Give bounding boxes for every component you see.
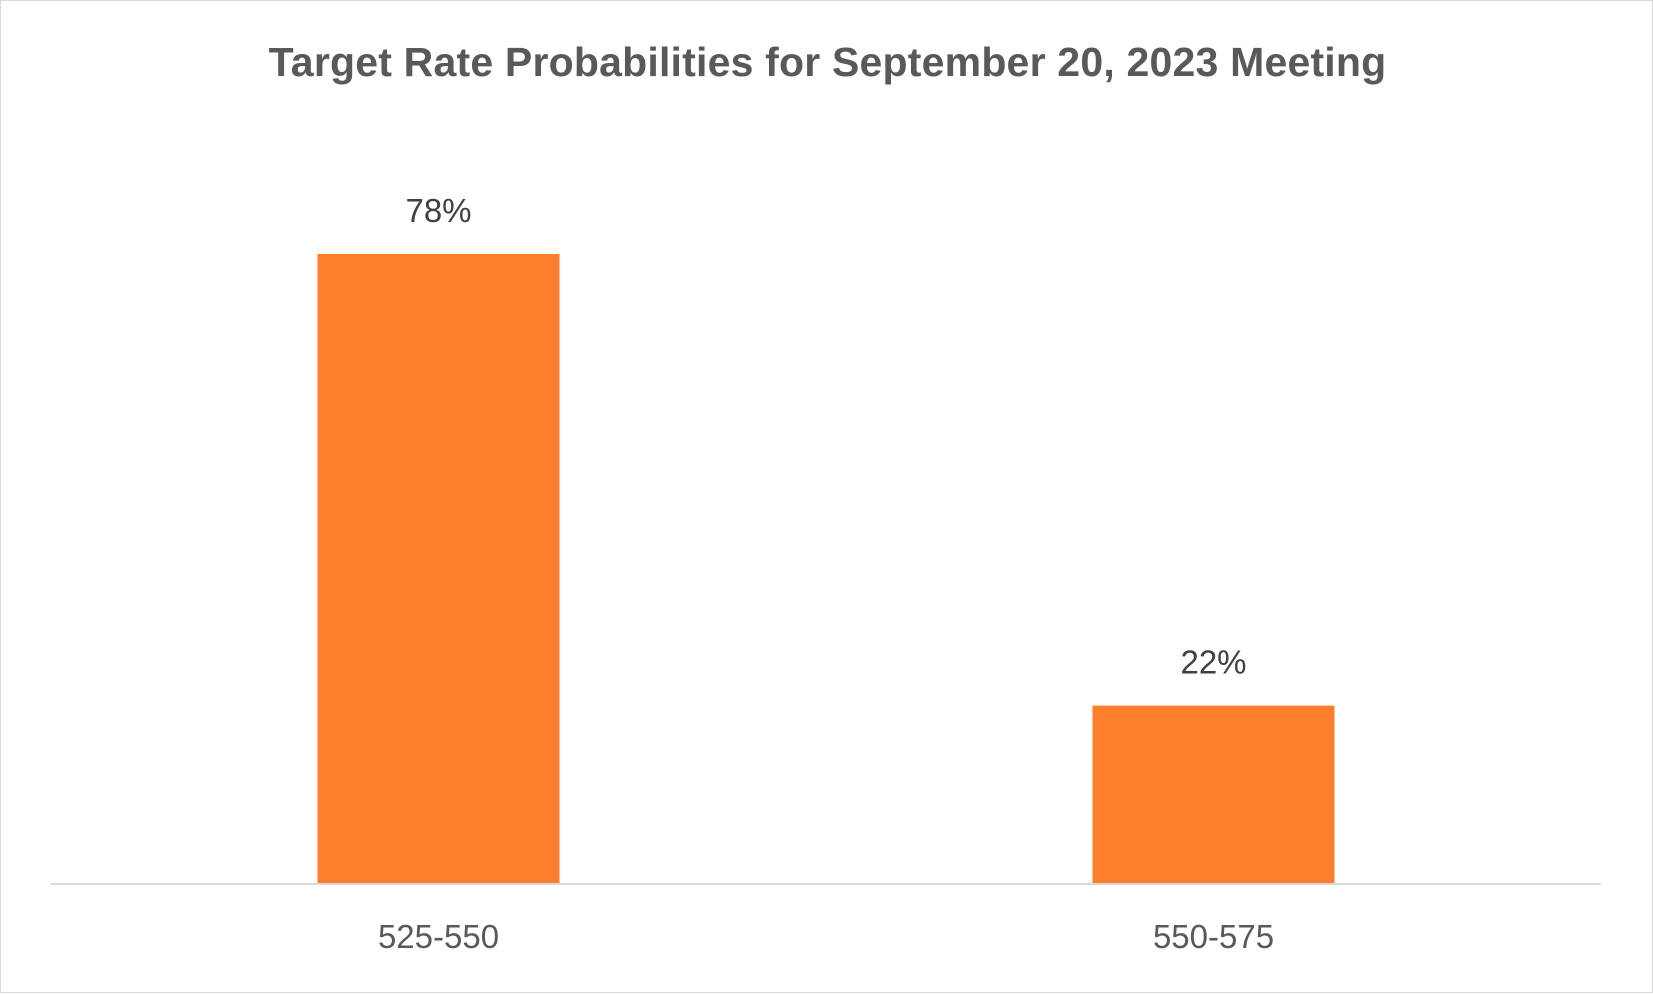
x-tick-label-550-575: 550-575 (1153, 918, 1274, 955)
data-label-550-575: 22% (1180, 644, 1246, 681)
bars-layer: 78% 525-550 22% 550-575 (317, 192, 1335, 955)
bar-525-550 (317, 254, 560, 883)
x-tick-label-525-550: 525-550 (378, 918, 499, 955)
bar-550-575 (1092, 705, 1335, 883)
chart-title: Target Rate Probabilities for September … (268, 39, 1387, 85)
data-label-525-550: 78% (405, 192, 471, 229)
